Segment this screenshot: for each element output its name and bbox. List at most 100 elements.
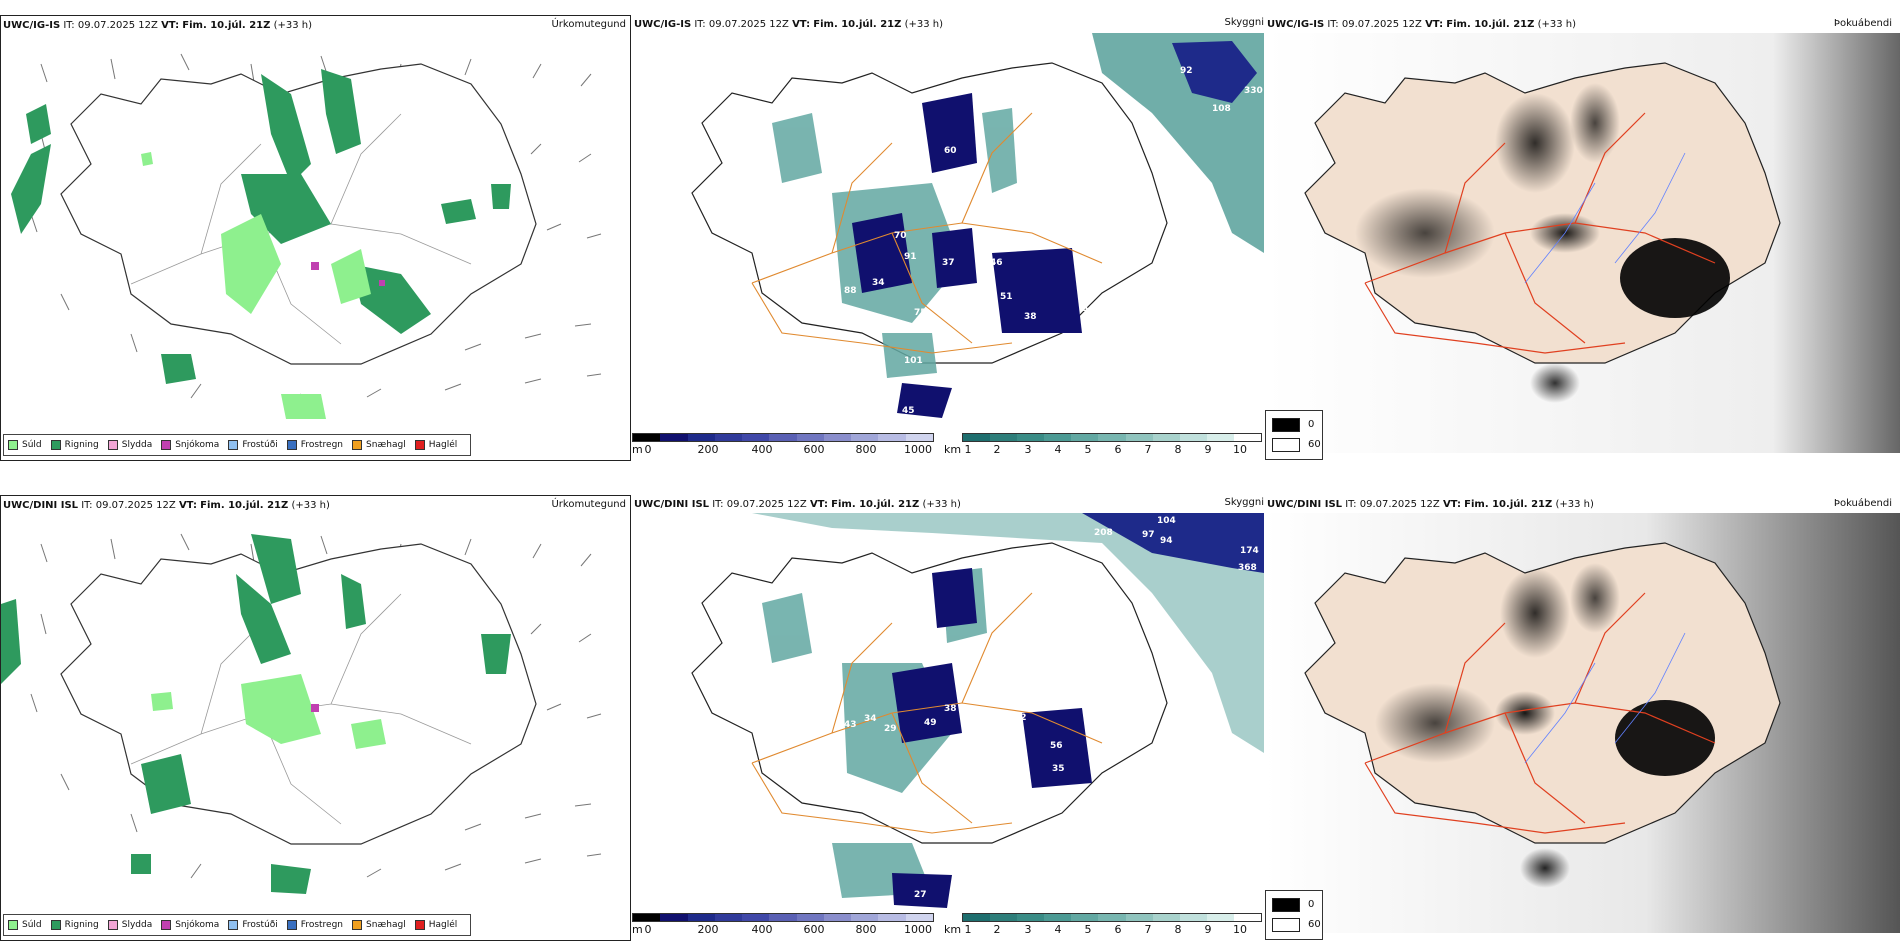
legend-item-sud: Súld [8,920,42,930]
colorbars: m 0 200 400 600 800 1000 km 1 2 3 4 5 6 … [632,913,1264,943]
fog-legend-swatch [1272,918,1300,932]
vis-value: 52 [1014,713,1027,723]
vis-tick: 3 [1024,923,1032,936]
fog-legend-swatch [1272,898,1300,912]
legend-item-slydda: Slydda [107,920,152,930]
it-value: 09.07.2025 12Z [726,499,807,510]
fog-legend-label: 60 [1308,439,1321,450]
ceiling-tick: 200 [697,923,719,936]
model-name: UWC/DINI ISL [1267,499,1343,510]
panel-type-label: Þokuábendi [1833,498,1892,509]
legend-item-haglel: Haglél [414,440,458,450]
fog-legend-label: 0 [1308,419,1315,430]
rivers [1524,632,1686,764]
fog-legend: 0 60 [1265,890,1323,940]
legend-label: Rigning [64,920,99,930]
it-label: IT: [81,500,93,511]
fog-areas [1355,83,1730,403]
visibility-unit: km [944,923,962,936]
legend-label: Haglél [428,920,458,930]
forecast-row-1: UWC/IG-IS IT: 09.07.2025 12Z VT: Fim. 10… [0,15,1900,470]
rivers [1524,152,1686,284]
snow-spots [311,704,319,712]
ceiling-unit: m [632,443,643,456]
model-name: UWC/IG-IS [634,19,692,30]
fog-indicator-map[interactable] [1265,513,1900,933]
precip-type-panel: UWC/IG-IS IT: 09.07.2025 12Z VT: Fim. 10… [0,15,631,461]
vis-tick: 10 [1233,923,1247,936]
legend-swatch [414,440,425,450]
legend-swatch [161,440,172,450]
ceiling-tick: 0 [644,923,652,936]
legend-item-frostregn: Frostregn [286,920,344,930]
colorbars: m 0 200 400 600 800 1000 km 1 2 3 4 5 6 … [632,433,1264,463]
vis-value: 29 [1050,338,1063,348]
legend-label: Súld [22,440,42,450]
it-value: 09.07.2025 12Z [1359,499,1440,510]
vis-value: 75 [914,308,927,318]
ceiling-tick: 1000 [904,923,932,936]
vis-value: 51 [1000,292,1013,302]
vis-value: 94 [1160,536,1173,546]
ceiling-tick: 800 [855,923,877,936]
vis-value: 70 [894,231,907,241]
legend-swatch [50,440,61,450]
vis-value: 38 [1024,312,1037,322]
vis-value: 39 [944,650,957,660]
model-name: UWC/IG-IS [3,20,61,31]
ceiling-tick: 1000 [904,443,932,456]
roads [1364,592,1716,834]
vis-value: 46 [990,258,1003,268]
vis-tick: 7 [1144,923,1152,936]
panel-title: UWC/DINI ISL IT: 09.07.2025 12Z VT: Fim.… [634,499,961,510]
wind-barbs [30,53,602,405]
vt-value: Fim. 10.júl. 21Z [813,19,902,30]
legend-label: Snjókoma [175,920,220,930]
panel-type-label: Skyggni [1224,497,1264,508]
low-ceiling-sea [1082,513,1264,573]
fog-indicator-panel: UWC/IG-IS IT: 09.07.2025 12Z VT: Fim. 10… [1265,15,1900,465]
legend-label: Haglél [428,440,458,450]
roads [751,592,1103,834]
it-label: IT: [63,20,75,31]
vis-value: 38 [944,704,957,714]
vis-tick: 7 [1144,443,1152,456]
vis-value: 97 [1142,530,1155,540]
visibility-unit: km [944,443,962,456]
legend-label: Frostregn [300,440,344,450]
legend-swatch [8,440,18,450]
fog-legend-swatch [1272,418,1300,432]
vt-label: VT: [792,19,811,30]
legend-label: Frostregn [300,920,344,930]
vt-label: VT: [809,499,828,510]
lead-time: (+33 h) [904,19,943,30]
legend-label: Rigning [64,440,99,450]
vis-tick: 2 [993,923,1001,936]
legend-item-sud: Súld [8,440,42,450]
legend-item-snjokoma: Snjókoma [161,920,219,930]
vis-tick: 2 [993,443,1001,456]
legend-label: Snæhagl [366,440,406,450]
lead-time: (+33 h) [922,499,961,510]
legend-item-rigning: Rigning [50,440,99,450]
vis-value: 27 [914,890,927,900]
ceiling-blue-areas [852,93,1082,418]
fog-legend-label: 0 [1308,899,1315,910]
legend-swatch [352,440,363,450]
legend-swatch [107,920,118,930]
vis-value: 58 [954,168,967,178]
fog-indicator-map[interactable] [1265,33,1900,453]
visibility-map[interactable]: 92 108 330 60 58 70 91 34 37 46 51 75 38… [632,33,1264,433]
model-name: UWC/DINI ISL [3,500,79,511]
visibility-map[interactable]: 104 208 97 94 174 368 38 34 29 49 52 56 … [632,513,1264,913]
sea-fog-area [752,513,1264,753]
precip-map[interactable] [1,514,631,914]
vis-tick: 3 [1024,443,1032,456]
legend-swatch [161,920,172,930]
vis-value: 174 [1240,546,1259,556]
model-name: UWC/DINI ISL [634,499,710,510]
legend-swatch [352,920,363,930]
panel-title: UWC/IG-IS IT: 09.07.2025 12Z VT: Fim. 10… [3,20,312,31]
vis-tick: 6 [1114,443,1122,456]
precip-map[interactable] [1,34,631,434]
